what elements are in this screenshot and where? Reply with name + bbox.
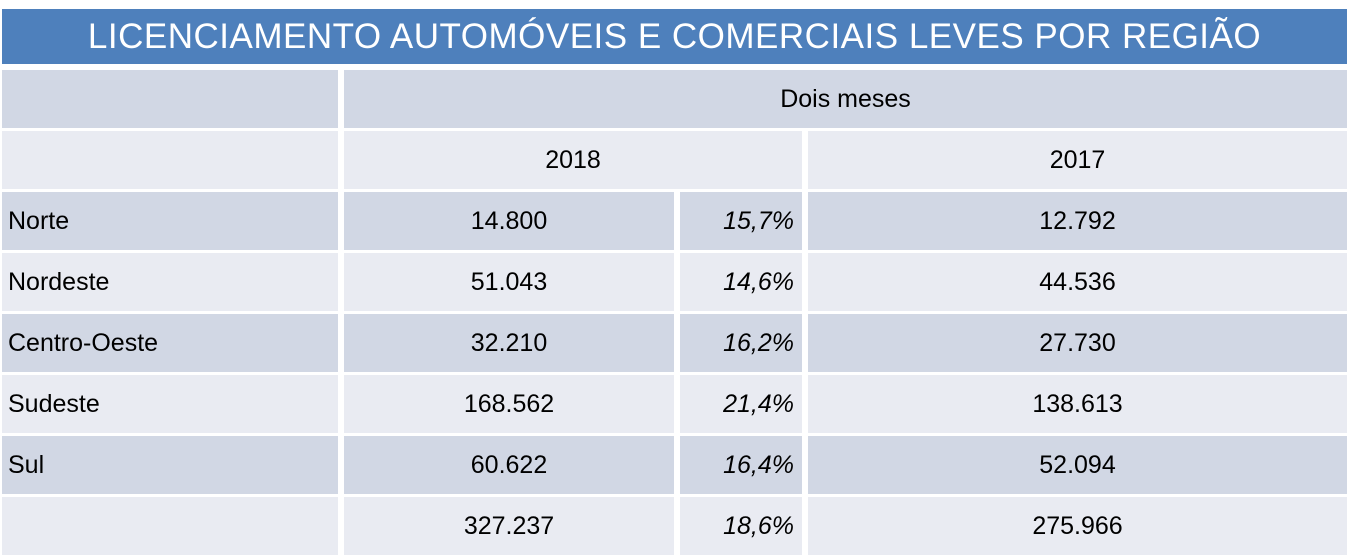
title-bar: LICENCIAMENTO AUTOMÓVEIS E COMERCIAIS LE… <box>2 9 1347 64</box>
slide: LICENCIAMENTO AUTOMÓVEIS E COMERCIAIS LE… <box>0 9 1350 559</box>
pct-change-cell: 16,2% <box>680 314 802 372</box>
region-cell: Sul <box>2 436 338 494</box>
value-2017-cell: 52.094 <box>808 436 1347 494</box>
value-2018-cell: 14.800 <box>344 192 674 250</box>
pct-change-cell: 16,4% <box>680 436 802 494</box>
total-label-cell <box>2 497 338 555</box>
pct-change-cell: 21,4% <box>680 375 802 433</box>
region-cell: Centro-Oeste <box>2 314 338 372</box>
value-2017-cell: 138.613 <box>808 375 1347 433</box>
value-2018-cell: 60.622 <box>344 436 674 494</box>
total-2017-cell: 275.966 <box>808 497 1347 555</box>
total-pct-cell: 18,6% <box>680 497 802 555</box>
value-2017-cell: 27.730 <box>808 314 1347 372</box>
region-cell: Sudeste <box>2 375 338 433</box>
header-empty-cell <box>2 131 338 189</box>
region-cell: Nordeste <box>2 253 338 311</box>
header-period-cell: Dois meses <box>344 70 1347 128</box>
value-2018-cell: 168.562 <box>344 375 674 433</box>
value-2018-cell: 32.210 <box>344 314 674 372</box>
page-title: LICENCIAMENTO AUTOMÓVEIS E COMERCIAIS LE… <box>87 16 1262 56</box>
value-2017-cell: 12.792 <box>808 192 1347 250</box>
header-corner-cell <box>2 70 338 128</box>
value-2017-cell: 44.536 <box>808 253 1347 311</box>
value-2018-cell: 51.043 <box>344 253 674 311</box>
header-2017-cell: 2017 <box>808 131 1347 189</box>
header-2018-cell: 2018 <box>344 131 802 189</box>
pct-change-cell: 15,7% <box>680 192 802 250</box>
region-table: Dois meses 2018 2017 Norte 14.800 15,7% … <box>2 70 1347 555</box>
pct-change-cell: 14,6% <box>680 253 802 311</box>
total-2018-cell: 327.237 <box>344 497 674 555</box>
region-cell: Norte <box>2 192 338 250</box>
